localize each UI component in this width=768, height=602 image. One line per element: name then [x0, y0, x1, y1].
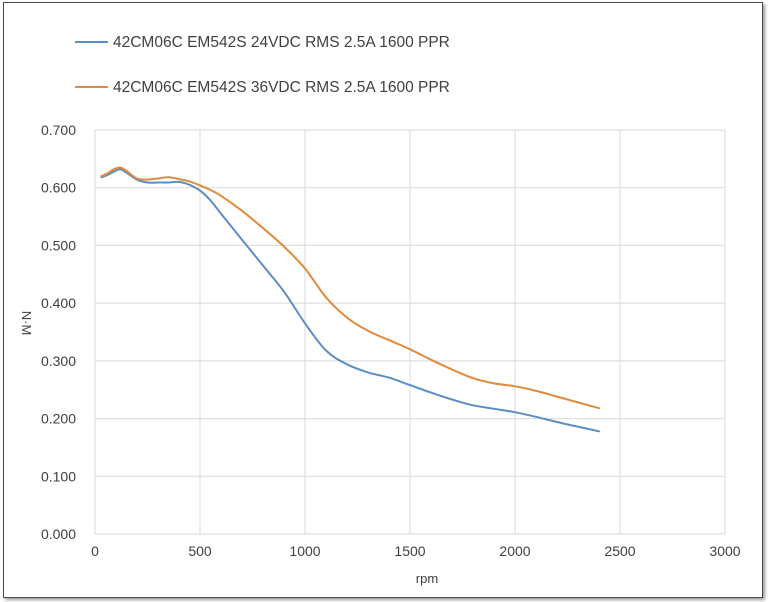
chart-frame [3, 2, 763, 598]
x-tick-label: 0 [91, 543, 99, 559]
y-tick-label: 0.600 [41, 180, 76, 196]
x-axis-ticks: 0 500 1000 1500 2000 2500 3000 [91, 543, 741, 559]
x-tick-label: 1500 [394, 543, 425, 559]
series-line-1 [100, 168, 600, 433]
grid-lines [94, 129, 726, 535]
y-tick-label: 0.400 [41, 295, 76, 311]
y-axis-ticks: 0.000 0.100 0.200 0.300 0.400 0.500 0.600 0.700 [41, 122, 76, 542]
y-axis-title: N·M [19, 311, 34, 336]
y-tick-label: 0.200 [41, 411, 76, 427]
legend-label-series-1: 42CM06C EM542S 24VDC RMS 2.5A 1600 PPR [113, 34, 450, 51]
legend-label-series-2: 42CM06C EM542S 36VDC RMS 2.5A 1600 PPR [113, 79, 450, 96]
x-tick-label: 2500 [604, 543, 635, 559]
x-tick-label: 3000 [709, 543, 740, 559]
x-tick-label: 2000 [499, 543, 530, 559]
y-tick-label: 0.300 [41, 353, 76, 369]
y-tick-label: 0.500 [41, 237, 76, 253]
series-line-2 [100, 166, 600, 410]
x-axis-title: rpm [416, 571, 438, 586]
legend: 42CM06C EM542S 24VDC RMS 2.5A 1600 PPR 4… [75, 34, 450, 96]
x-tick-label: 1000 [289, 543, 320, 559]
y-tick-label: 0.000 [41, 526, 76, 542]
y-tick-label: 0.100 [41, 468, 76, 484]
series-lines [100, 166, 600, 433]
x-tick-label: 500 [188, 543, 212, 559]
y-tick-label: 0.700 [41, 122, 76, 138]
